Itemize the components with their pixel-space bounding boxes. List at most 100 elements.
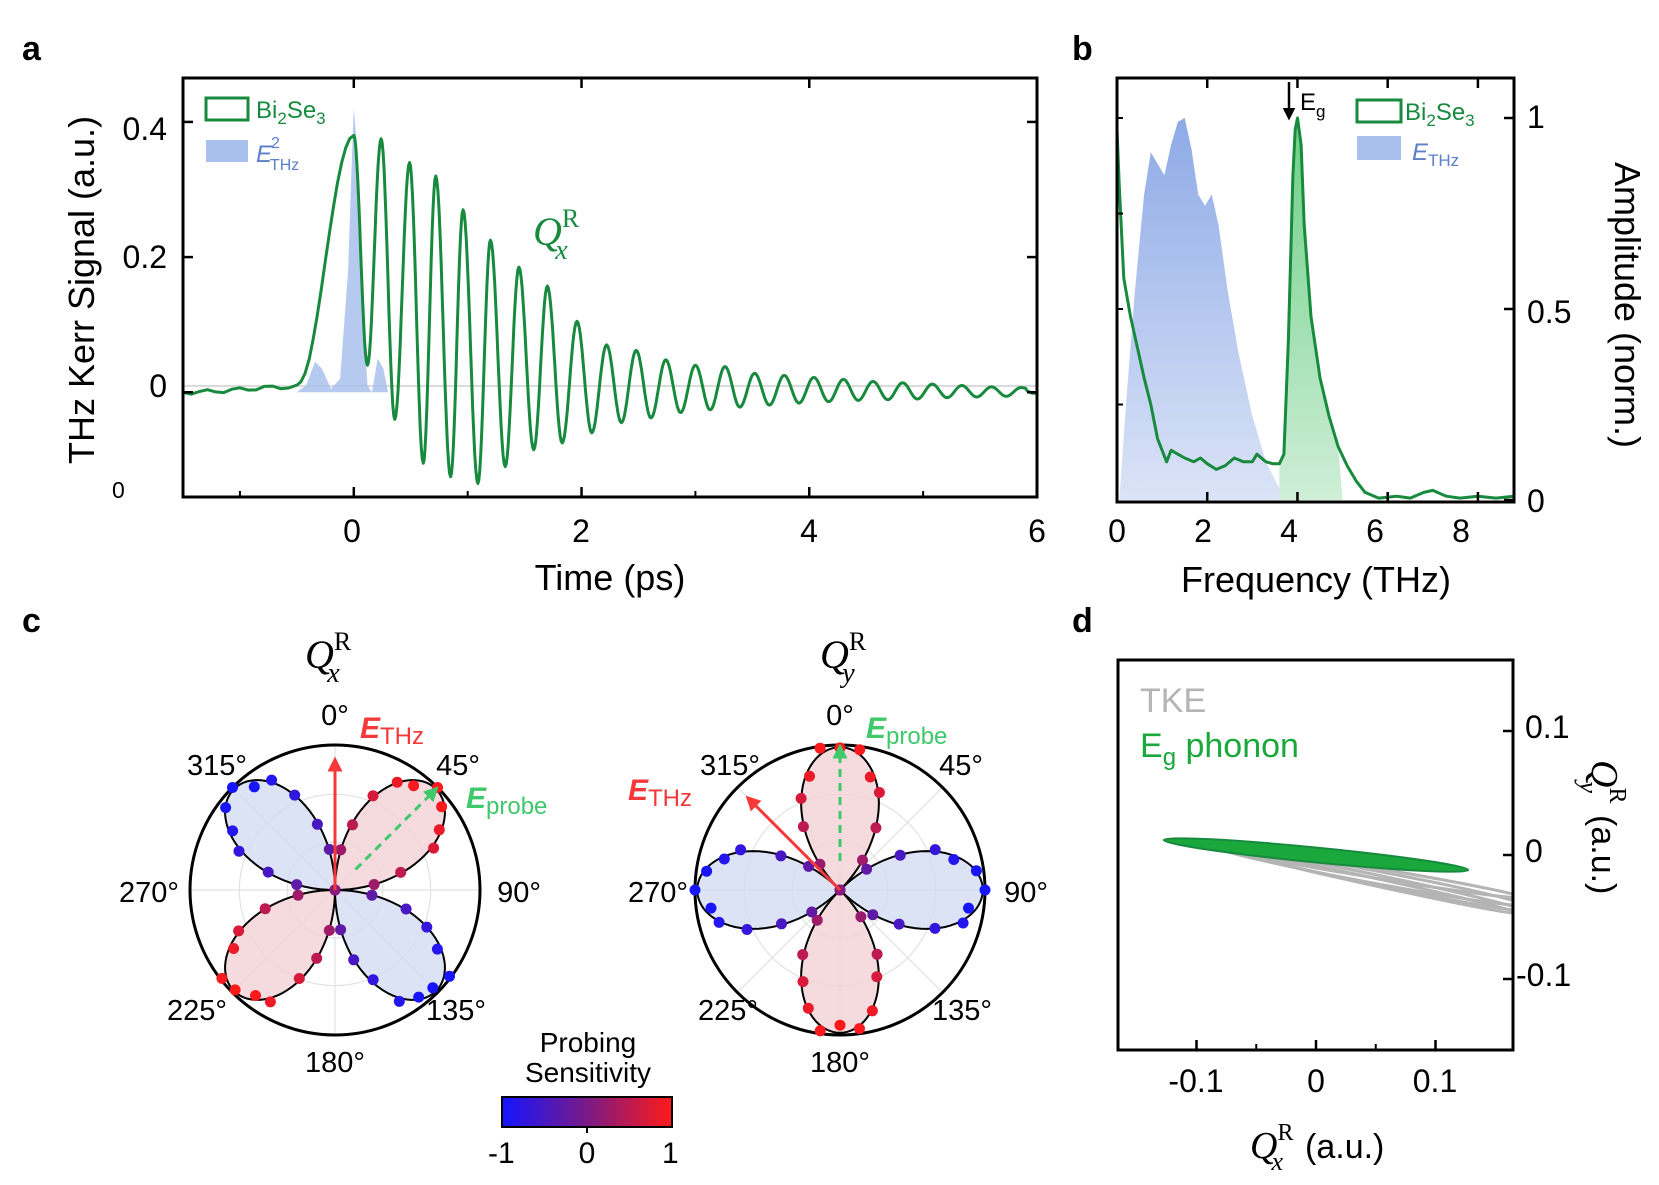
data-point: [814, 742, 826, 754]
eprobe-arrow-label: Eprobe: [466, 782, 547, 820]
data-point: [963, 902, 974, 914]
angle-label-0: 0°: [826, 700, 854, 732]
x-tick-label: 2: [572, 513, 590, 549]
e-thz-spectrum-area: [1119, 118, 1289, 500]
panel-b: 0 2 4 6 8 0 0.5 1 Frequency (THz) Amplit…: [1108, 76, 1648, 600]
x-tick-label: 4: [800, 513, 818, 549]
data-point: [228, 943, 240, 954]
data-point: [262, 866, 274, 878]
data-point: [957, 917, 969, 929]
axes-frame: [181, 76, 1039, 499]
x-axis-label: QR x (a.u.): [1250, 1120, 1384, 1176]
angle-label-180: 180°: [810, 1047, 870, 1079]
legend-swatch-ethz: [1357, 136, 1401, 160]
data-point: [367, 790, 379, 802]
tick-marks: [183, 78, 1039, 497]
data-point: [291, 879, 303, 891]
eg-peak-area: [1279, 118, 1343, 500]
data-point: [335, 924, 347, 936]
data-point: [797, 976, 809, 988]
data-point: [948, 854, 960, 865]
y-tick-label: 0.1: [1525, 709, 1569, 745]
data-point: [264, 996, 276, 1008]
data-point: [855, 911, 867, 923]
panel-label-c: c: [22, 602, 41, 640]
angle-label-225: 225°: [167, 995, 227, 1027]
data-point: [432, 782, 443, 793]
angle-label-315: 315°: [700, 750, 760, 782]
data-point: [400, 903, 412, 915]
data-point: [248, 781, 260, 793]
data-point: [857, 854, 868, 866]
y-tick-label: 1: [1527, 99, 1545, 135]
x-axis-label: Frequency (THz): [1181, 559, 1451, 600]
legend-swatch-bi2se3: [204, 96, 250, 122]
eg-annotation: Eg: [1300, 89, 1325, 121]
colorbar-tick-label: -1: [488, 1137, 515, 1170]
data-point: [413, 991, 425, 1003]
data-point: [408, 780, 420, 792]
data-point: [348, 954, 360, 966]
data-point: [814, 1025, 826, 1037]
y-tick-label: 0: [1525, 833, 1543, 869]
data-point: [289, 789, 301, 801]
x-tick-label: 0: [1307, 1063, 1325, 1099]
data-point: [366, 889, 378, 901]
data-point: [735, 844, 747, 856]
angle-label-45: 45°: [436, 750, 480, 782]
angle-label-180: 180°: [305, 1047, 365, 1079]
panel-label-b: b: [1072, 30, 1093, 68]
x-tick-label: 0: [1108, 513, 1126, 549]
angle-label-315: 315°: [187, 750, 247, 782]
data-point: [979, 884, 991, 896]
data-point: [776, 918, 787, 930]
legend-label-eg-phonon: Eg phonon: [1140, 727, 1299, 771]
panel-d: -0.1 0 0.1 0.1 0 -0.1 QR x (a.u.) QRy(a.u.…: [1116, 658, 1630, 1176]
data-point: [391, 776, 403, 788]
y-tick-label: 0.4: [123, 111, 167, 147]
polar-title-qx: QR x: [305, 627, 352, 689]
polar-lobe: [224, 888, 337, 1001]
data-point: [259, 903, 271, 915]
data-point: [741, 924, 753, 935]
legend-swatch-ethz: [206, 140, 248, 162]
y-axis-label: Amplitude (norm.): [1607, 162, 1648, 448]
x-tick-label: 8: [1452, 513, 1470, 549]
data-point: [229, 984, 241, 996]
data-point: [431, 943, 443, 955]
qx-annotation: QR x: [533, 204, 580, 266]
panel-c: QR x 0° 45° 90° 135° 180° 225° 270° 315° …: [119, 627, 1048, 1170]
panel-a: 0 0 2 4 6 0 0.2 0.4 Time (ps) THz Kerr S…: [61, 76, 1046, 598]
x-tick-label: 0: [343, 513, 361, 549]
data-point: [292, 889, 304, 901]
data-point: [233, 925, 245, 937]
polar-plot-qx: [188, 743, 482, 1037]
e-thz-squared-area: [183, 108, 1037, 393]
y-tick-label: 0.5: [1527, 294, 1571, 330]
y-tick-label: 0.2: [123, 239, 167, 275]
data-point: [293, 973, 305, 984]
data-point: [834, 1019, 846, 1031]
angle-label-135: 135°: [426, 995, 486, 1027]
x-tick-label: 4: [1280, 513, 1298, 549]
colorbar-tick-label: 0: [579, 1137, 596, 1170]
data-point: [311, 952, 323, 964]
data-point: [395, 866, 407, 878]
data-point: [427, 982, 439, 994]
data-point: [227, 825, 239, 837]
eg-phonon-ellipse: [1162, 837, 1470, 873]
data-point: [216, 972, 228, 984]
polar-grid-spoke: [839, 787, 943, 891]
y-tick-label: -0.1: [1516, 957, 1571, 993]
data-point: [689, 884, 701, 896]
data-point: [929, 844, 941, 856]
data-point: [802, 1002, 814, 1014]
data-point: [323, 924, 335, 936]
legend-label-tke: TKE: [1140, 682, 1206, 720]
polar-grid-spoke: [839, 889, 943, 993]
y-axis-label: THz Kerr Signal (a.u.): [61, 116, 102, 464]
data-point: [701, 865, 713, 877]
y-tick-label: 0: [149, 368, 167, 404]
data-point: [433, 824, 445, 836]
data-point: [803, 860, 815, 872]
